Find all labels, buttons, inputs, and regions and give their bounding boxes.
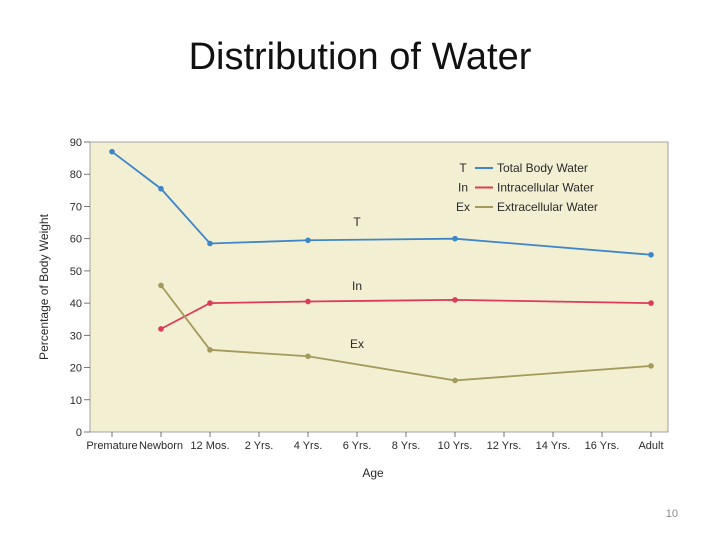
data-point-t bbox=[305, 237, 311, 244]
data-point-ex bbox=[305, 353, 311, 360]
page-number: 10 bbox=[665, 508, 678, 520]
legend-label: Extracellular Water bbox=[497, 200, 598, 214]
x-tick-label: 12 Mos. bbox=[190, 440, 229, 452]
legend-key: T bbox=[459, 161, 467, 175]
data-point-ex bbox=[452, 377, 458, 384]
y-tick-label: 30 bbox=[70, 330, 82, 342]
x-tick-label: Premature bbox=[86, 440, 137, 452]
y-tick-label: 40 bbox=[70, 298, 82, 310]
x-tick-label: 6 Yrs. bbox=[343, 440, 372, 452]
data-point-ex bbox=[158, 282, 164, 289]
data-point-t bbox=[158, 185, 164, 192]
legend-label: Intracellular Water bbox=[497, 181, 594, 195]
data-point-t bbox=[648, 251, 654, 258]
legend-key: In bbox=[458, 181, 468, 195]
x-tick-label: 4 Yrs. bbox=[294, 440, 323, 452]
y-tick-label: 90 bbox=[70, 137, 82, 149]
y-tick-label: 80 bbox=[70, 169, 82, 181]
x-tick-label: 12 Yrs. bbox=[487, 440, 522, 452]
data-point-in bbox=[207, 300, 213, 306]
y-tick-label: 60 bbox=[70, 234, 82, 246]
data-point-in bbox=[158, 326, 164, 332]
series-annotation: Ex bbox=[350, 337, 364, 351]
y-tick-label: 50 bbox=[70, 266, 82, 278]
series-annotation: T bbox=[353, 215, 361, 229]
y-tick-label: 10 bbox=[70, 395, 82, 407]
series-line-t bbox=[111, 150, 652, 256]
y-tick-label: 70 bbox=[70, 201, 82, 213]
data-point-t bbox=[452, 235, 458, 242]
legend-label: Total Body Water bbox=[497, 161, 588, 175]
x-tick-label: 8 Yrs. bbox=[392, 440, 421, 452]
series-annotation: In bbox=[352, 279, 362, 293]
x-tick-label: 14 Yrs. bbox=[536, 440, 571, 452]
x-tick-label: Newborn bbox=[139, 440, 183, 452]
y-tick-label: 20 bbox=[70, 363, 82, 375]
slide-title: Distribution of Water bbox=[188, 36, 532, 78]
x-axis-title: Age bbox=[362, 466, 384, 480]
x-tick-label: 16 Yrs. bbox=[585, 440, 620, 452]
data-point-in bbox=[648, 300, 654, 306]
data-point-in bbox=[452, 297, 458, 303]
data-point-t bbox=[109, 148, 115, 155]
y-axis-title: Percentage of Body Weight bbox=[37, 213, 51, 360]
x-tick-label: 2 Yrs. bbox=[245, 440, 274, 452]
data-point-t bbox=[207, 240, 213, 247]
data-point-ex bbox=[207, 347, 213, 353]
data-point-ex bbox=[648, 363, 654, 369]
legend-key: Ex bbox=[456, 200, 470, 214]
x-tick-label: Adult bbox=[638, 440, 663, 452]
data-point-in bbox=[305, 298, 311, 305]
plot-area bbox=[89, 141, 669, 433]
y-tick-label: 0 bbox=[76, 427, 82, 439]
x-tick-label: 10 Yrs. bbox=[438, 440, 473, 452]
